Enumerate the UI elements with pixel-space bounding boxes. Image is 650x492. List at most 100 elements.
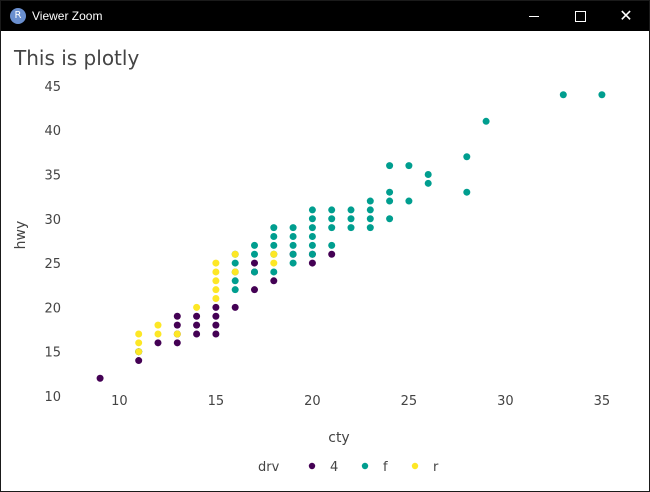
data-point-f[interactable]	[366, 215, 374, 223]
data-point-f[interactable]	[308, 224, 316, 232]
data-point-r[interactable]	[154, 321, 162, 329]
legend-marker-f[interactable]	[361, 462, 369, 470]
data-point-r[interactable]	[135, 348, 143, 356]
x-tick-label: 25	[401, 394, 418, 409]
y-tick-label: 45	[44, 80, 61, 95]
data-point-r[interactable]	[212, 268, 220, 276]
title-bar[interactable]: R Viewer Zoom ✕	[1, 1, 649, 31]
data-point-r[interactable]	[154, 330, 162, 338]
data-point-f[interactable]	[347, 224, 355, 232]
data-point-4[interactable]	[193, 330, 201, 338]
data-point-r[interactable]	[270, 259, 278, 267]
data-point-f[interactable]	[289, 224, 297, 232]
data-point-r[interactable]	[135, 339, 143, 347]
y-axis-title: hwy	[13, 221, 29, 250]
data-point-4[interactable]	[212, 303, 220, 311]
close-icon: ✕	[619, 6, 633, 25]
data-point-f[interactable]	[366, 224, 374, 232]
legend-label-r[interactable]: r	[433, 460, 439, 475]
data-point-4[interactable]	[154, 339, 162, 347]
data-point-4[interactable]	[250, 286, 258, 294]
data-point-r[interactable]	[231, 250, 239, 258]
maximize-button[interactable]	[557, 1, 603, 31]
data-point-f[interactable]	[289, 233, 297, 240]
data-point-f[interactable]	[366, 206, 374, 214]
data-point-f[interactable]	[482, 117, 490, 125]
data-point-r[interactable]	[231, 268, 239, 276]
data-point-r[interactable]	[212, 286, 220, 294]
scatter-chart[interactable]: 10 15 20 25 30 35 10 15 20 25 30 35 40 45 cty hwy drv 4 f r	[1, 32, 649, 491]
data-point-f[interactable]	[270, 241, 278, 249]
data-point-4[interactable]	[212, 312, 220, 320]
data-point-f[interactable]	[347, 215, 355, 223]
data-point-f[interactable]	[463, 153, 471, 161]
data-point-f[interactable]	[386, 162, 394, 170]
data-point-f[interactable]	[289, 250, 297, 258]
data-point-f[interactable]	[424, 170, 432, 178]
plot-area[interactable]: This is plotly 10 15 20 25 30 35 10 15 20 25 30 35 4…	[1, 32, 649, 491]
data-point-f[interactable]	[386, 188, 394, 196]
data-point-r[interactable]	[212, 259, 220, 267]
legend-marker-r[interactable]	[411, 462, 419, 470]
data-point-4[interactable]	[308, 259, 316, 267]
data-point-f[interactable]	[308, 250, 316, 258]
data-point-4[interactable]	[231, 303, 239, 311]
data-point-f[interactable]	[347, 206, 355, 214]
data-point-f[interactable]	[405, 197, 413, 205]
data-point-f[interactable]	[386, 215, 394, 223]
data-point-f[interactable]	[270, 233, 278, 240]
data-point-f[interactable]	[328, 206, 336, 214]
data-point-r[interactable]	[212, 277, 220, 285]
data-point-4[interactable]	[328, 250, 336, 258]
data-point-f[interactable]	[328, 241, 336, 249]
data-point-f[interactable]	[598, 91, 606, 99]
x-tick-label: 35	[594, 394, 611, 409]
y-tick-label: 15	[44, 346, 61, 361]
data-point-f[interactable]	[463, 188, 471, 196]
data-point-f[interactable]	[250, 241, 258, 249]
data-point-f[interactable]	[328, 215, 336, 223]
data-point-4[interactable]	[135, 357, 143, 365]
data-point-f[interactable]	[289, 259, 297, 267]
data-point-f[interactable]	[366, 197, 374, 205]
y-tick-label: 35	[44, 168, 61, 183]
data-point-4[interactable]	[173, 339, 181, 347]
data-point-f[interactable]	[308, 206, 316, 214]
close-button[interactable]: ✕	[603, 1, 649, 31]
data-point-4[interactable]	[96, 374, 104, 382]
data-point-f[interactable]	[270, 224, 278, 232]
data-point-f[interactable]	[231, 286, 239, 294]
data-point-f[interactable]	[405, 162, 413, 170]
data-point-4[interactable]	[173, 312, 181, 320]
legend-marker-4[interactable]	[308, 462, 316, 470]
legend-label-4[interactable]: 4	[330, 460, 338, 475]
data-point-4[interactable]	[250, 259, 258, 267]
minimize-button[interactable]	[511, 1, 557, 31]
data-point-f[interactable]	[289, 241, 297, 249]
data-point-4[interactable]	[173, 321, 181, 329]
data-point-4[interactable]	[193, 321, 201, 329]
data-point-f[interactable]	[559, 91, 567, 99]
data-point-r[interactable]	[212, 295, 220, 303]
data-point-f[interactable]	[270, 268, 278, 276]
data-point-f[interactable]	[231, 259, 239, 267]
data-point-4[interactable]	[193, 312, 201, 320]
data-point-f[interactable]	[308, 241, 316, 249]
data-point-4[interactable]	[270, 277, 278, 285]
data-point-r[interactable]	[135, 330, 143, 338]
data-point-f[interactable]	[231, 277, 239, 285]
data-point-f[interactable]	[386, 197, 394, 205]
data-point-f[interactable]	[328, 224, 336, 232]
legend-label-f[interactable]: f	[383, 460, 388, 475]
data-point-f[interactable]	[250, 268, 258, 276]
data-point-4[interactable]	[212, 321, 220, 329]
data-point-4[interactable]	[212, 330, 220, 338]
data-point-r[interactable]	[173, 330, 181, 338]
data-point-r[interactable]	[193, 303, 201, 311]
data-point-f[interactable]	[308, 215, 316, 223]
data-point-f[interactable]	[424, 179, 432, 187]
data-point-f[interactable]	[250, 250, 258, 258]
data-point-f[interactable]	[308, 233, 316, 240]
data-point-r[interactable]	[270, 250, 278, 258]
